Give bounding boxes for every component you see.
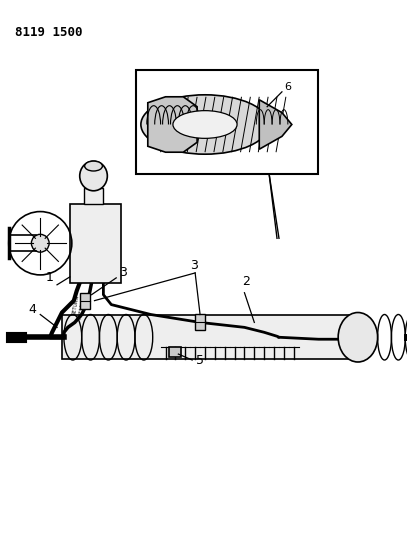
Ellipse shape <box>79 161 107 191</box>
Ellipse shape <box>84 161 102 171</box>
Bar <box>70 204 121 283</box>
Ellipse shape <box>141 95 268 154</box>
Ellipse shape <box>337 312 377 362</box>
Bar <box>79 293 90 309</box>
Ellipse shape <box>173 111 236 139</box>
Text: 5: 5 <box>196 354 204 367</box>
Bar <box>83 188 103 204</box>
Text: 4: 4 <box>28 303 36 316</box>
Text: RETURN: RETURN <box>72 294 80 315</box>
Text: 2: 2 <box>242 275 250 288</box>
Text: 3: 3 <box>190 259 198 272</box>
Polygon shape <box>147 97 197 152</box>
Text: 1: 1 <box>45 271 53 284</box>
Text: 8119 1500: 8119 1500 <box>15 26 82 38</box>
Bar <box>169 347 181 357</box>
Bar <box>195 314 204 330</box>
Text: PRESSURE: PRESSURE <box>78 294 87 320</box>
Text: 3: 3 <box>119 266 127 279</box>
Polygon shape <box>258 100 291 149</box>
Text: 6: 6 <box>283 82 290 92</box>
Ellipse shape <box>31 235 49 252</box>
Bar <box>136 70 318 174</box>
Bar <box>62 316 352 359</box>
